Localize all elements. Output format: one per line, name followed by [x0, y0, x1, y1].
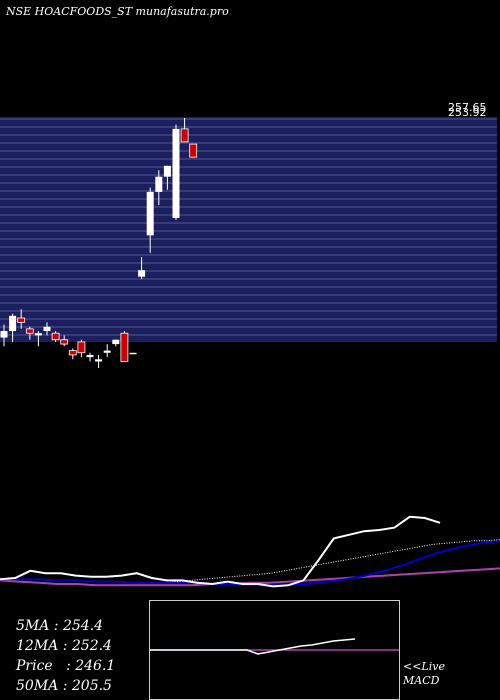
candle-body — [172, 128, 180, 218]
candle-body — [120, 332, 129, 362]
ma5-stat: 5MA : 254.4 — [16, 618, 104, 634]
candle-body — [163, 165, 171, 177]
candle-body — [95, 359, 103, 362]
ma-short-line — [149, 539, 500, 583]
candle-body — [138, 270, 146, 277]
live-link[interactable]: <<Live — [403, 660, 445, 673]
candle-body — [129, 352, 137, 355]
macd-label: MACD — [403, 674, 440, 687]
ma50-stat: 50MA : 205.5 — [16, 678, 112, 694]
candle-body — [17, 317, 26, 323]
candle-body — [112, 339, 120, 345]
ma-slow-line — [0, 567, 500, 587]
price-line — [0, 515, 441, 588]
price-label: 253.92 — [448, 106, 487, 119]
grid-lines — [0, 118, 497, 336]
candle-body — [86, 354, 94, 358]
macd-lines — [150, 638, 400, 655]
ma12-stat: 12MA : 252.4 — [16, 638, 112, 654]
candle-body — [43, 326, 51, 332]
candle-body — [0, 331, 8, 338]
candle-body — [155, 176, 163, 192]
candle-body — [77, 341, 86, 354]
candle-body — [51, 332, 60, 341]
macd-panel — [149, 600, 400, 700]
moving-averages — [0, 515, 500, 588]
candlesticks — [0, 118, 198, 368]
candle-body — [180, 128, 189, 143]
candle-body — [103, 350, 111, 353]
candle-body — [25, 328, 34, 334]
candle-body — [9, 315, 17, 332]
candle-body — [34, 333, 42, 336]
candle-body — [60, 339, 69, 345]
candle-body — [146, 191, 154, 236]
candle-body — [68, 350, 77, 356]
price-label: 257.65 — [448, 101, 487, 114]
price-band — [0, 117, 497, 342]
ma-long-line — [0, 539, 500, 587]
macd-line — [150, 638, 356, 655]
price-stat: Price : 246.1 — [16, 658, 116, 674]
chart-title: NSE HOACFOODS_ST munafasutra.pro — [6, 5, 229, 18]
candle-body — [189, 143, 198, 158]
